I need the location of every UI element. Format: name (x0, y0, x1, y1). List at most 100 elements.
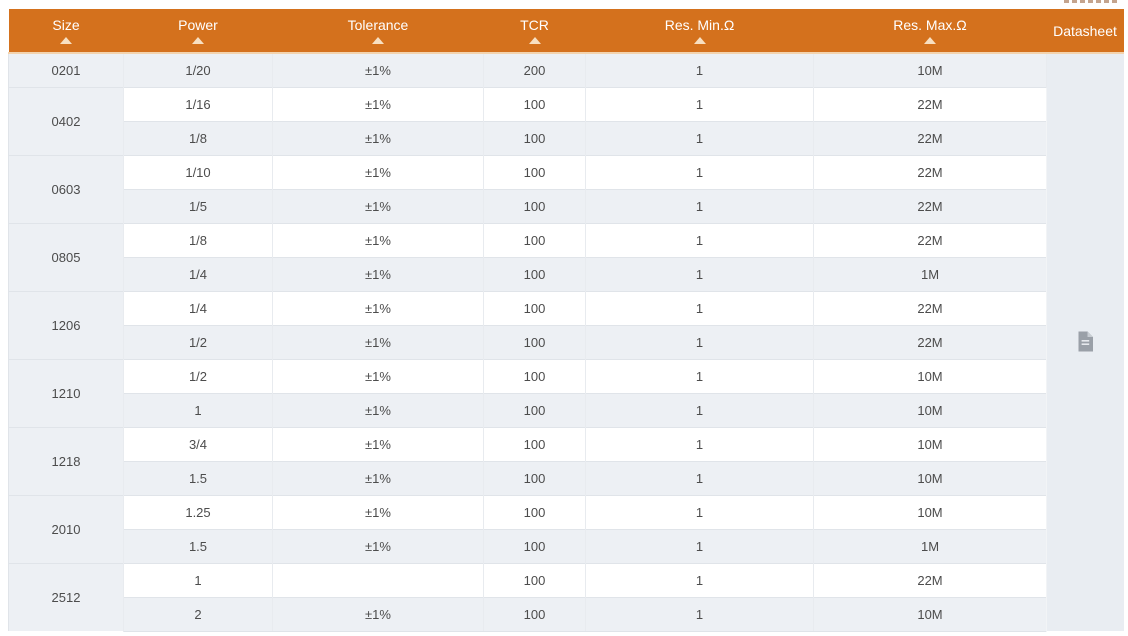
power-cell: 2 (123, 596, 273, 632)
header-row: Size Power Tolerance (8, 9, 1124, 54)
tolerance-cell: ±1% (272, 596, 484, 632)
table-row: 0603 1/10 ±1% 100 1 22M (8, 154, 1124, 223)
tcr-cell: 100 (483, 188, 586, 223)
res-min-cell: 1 (585, 256, 814, 291)
tolerance-cell: ±1% (272, 52, 484, 87)
tcr-cell: 200 (483, 52, 586, 87)
table-row: 1206 1/4 ±1% 100 1 22M (8, 290, 1124, 359)
res-min-cell: 1 (585, 562, 814, 597)
size-cell: 2512 (8, 562, 124, 631)
tolerance-cell: ±1% (272, 256, 484, 291)
tcr-cell: 100 (483, 154, 586, 189)
tolerance-cell: ±1% (272, 494, 484, 529)
column-header-size[interactable]: Size (8, 9, 124, 54)
power-cell: 1.5 (123, 460, 273, 495)
power-cell: 1/20 (123, 52, 273, 87)
res-max-cell: 22M (813, 324, 1047, 359)
power-cell: 1/10 (123, 154, 273, 189)
column-header-datasheet: Datasheet (1046, 9, 1124, 54)
column-header-res-max[interactable]: Res. Max.Ω (813, 9, 1047, 54)
tolerance-cell: ±1% (272, 120, 484, 155)
tolerance-cell: ±1% (272, 154, 484, 189)
datasheet-document-icon[interactable] (1076, 330, 1095, 353)
res-max-cell: 22M (813, 290, 1047, 325)
size-cell: 1206 (8, 290, 124, 359)
column-label-datasheet: Datasheet (1053, 22, 1117, 39)
size-cell: 1210 (8, 358, 124, 427)
size-cell: 0402 (8, 86, 124, 155)
sort-asc-icon (528, 37, 541, 44)
column-label-tcr: TCR (520, 17, 549, 33)
column-header-tcr[interactable]: TCR (483, 9, 586, 54)
power-cell: 1.25 (123, 494, 273, 529)
power-cell: 1/5 (123, 188, 273, 223)
res-min-cell: 1 (585, 494, 814, 529)
res-min-cell: 1 (585, 528, 814, 563)
tcr-cell: 100 (483, 562, 586, 597)
table-header: Size Power Tolerance (8, 9, 1124, 54)
power-cell: 1 (123, 392, 273, 427)
table-row: 0201 1/20 ±1% 200 1 10M (8, 52, 1124, 631)
power-cell: 1/4 (123, 290, 273, 325)
tcr-cell: 100 (483, 358, 586, 393)
tolerance-cell: ±1% (272, 460, 484, 495)
tolerance-cell: ±1% (272, 222, 484, 257)
power-cell: 1 (123, 562, 273, 597)
res-min-cell: 1 (585, 154, 814, 189)
table-row: 1 ±1% 100 1 10M (9, 392, 1124, 427)
size-cell: 0201 (8, 52, 124, 87)
res-min-cell: 1 (585, 188, 814, 223)
column-label-res-max: Res. Max.Ω (893, 17, 967, 33)
table-row: 1/5 ±1% 100 1 22M (9, 188, 1124, 223)
table-row: 1.5 ±1% 100 1 1M (9, 528, 1124, 563)
res-max-cell: 22M (813, 154, 1047, 189)
column-header-res-min[interactable]: Res. Min.Ω (585, 9, 814, 54)
res-max-cell: 10M (813, 358, 1047, 393)
res-max-cell: 10M (813, 392, 1047, 427)
power-cell: 1/8 (123, 222, 273, 257)
res-max-cell: 22M (813, 562, 1047, 597)
table-row: 2 ±1% 100 1 10M (9, 596, 1124, 632)
res-max-cell: 10M (813, 426, 1047, 461)
table-row: 2010 1.25 ±1% 100 1 10M (8, 494, 1124, 563)
table-row: 1210 1/2 ±1% 100 1 10M (8, 358, 1124, 427)
table-row: 1/2 ±1% 100 1 22M (9, 324, 1124, 359)
spec-table: Size Power Tolerance (8, 9, 1124, 632)
power-cell: 3/4 (123, 426, 273, 461)
tcr-cell: 100 (483, 120, 586, 155)
tolerance-cell: ±1% (272, 290, 484, 325)
res-min-cell: 1 (585, 596, 814, 632)
power-cell: 1.5 (123, 528, 273, 563)
res-min-cell: 1 (585, 392, 814, 427)
column-label-res-min: Res. Min.Ω (664, 17, 735, 33)
column-header-power[interactable]: Power (123, 9, 273, 54)
column-label-size: Size (52, 17, 80, 33)
table-row: 1218 3/4 ±1% 100 1 10M (8, 426, 1124, 495)
res-max-cell: 10M (813, 596, 1047, 632)
sort-asc-icon (372, 37, 384, 44)
tolerance-cell: ±1% (272, 324, 484, 359)
power-cell: 1/4 (123, 256, 273, 291)
table-body: 0201 1/20 ±1% 200 1 10M 0402 1/16 ±1% 100 1 22M 1/8… (8, 52, 1124, 632)
datasheet-cell (1046, 52, 1124, 631)
tcr-cell: 100 (483, 494, 586, 529)
power-cell: 1/2 (123, 358, 273, 393)
sort-asc-icon (192, 37, 204, 44)
size-cell: 0805 (8, 222, 124, 291)
tcr-cell: 100 (483, 426, 586, 461)
column-header-tolerance[interactable]: Tolerance (272, 9, 484, 54)
sort-asc-icon (924, 37, 936, 44)
tcr-cell: 100 (483, 392, 586, 427)
res-min-cell: 1 (585, 324, 814, 359)
res-min-cell: 1 (585, 358, 814, 393)
size-cell: 1218 (8, 426, 124, 495)
power-cell: 1/16 (123, 86, 273, 121)
res-min-cell: 1 (585, 52, 814, 87)
sort-asc-icon (60, 37, 72, 44)
tolerance-cell (272, 562, 484, 597)
res-min-cell: 1 (585, 426, 814, 461)
tolerance-cell: ±1% (272, 426, 484, 461)
res-max-cell: 22M (813, 188, 1047, 223)
tolerance-cell: ±1% (272, 528, 484, 563)
